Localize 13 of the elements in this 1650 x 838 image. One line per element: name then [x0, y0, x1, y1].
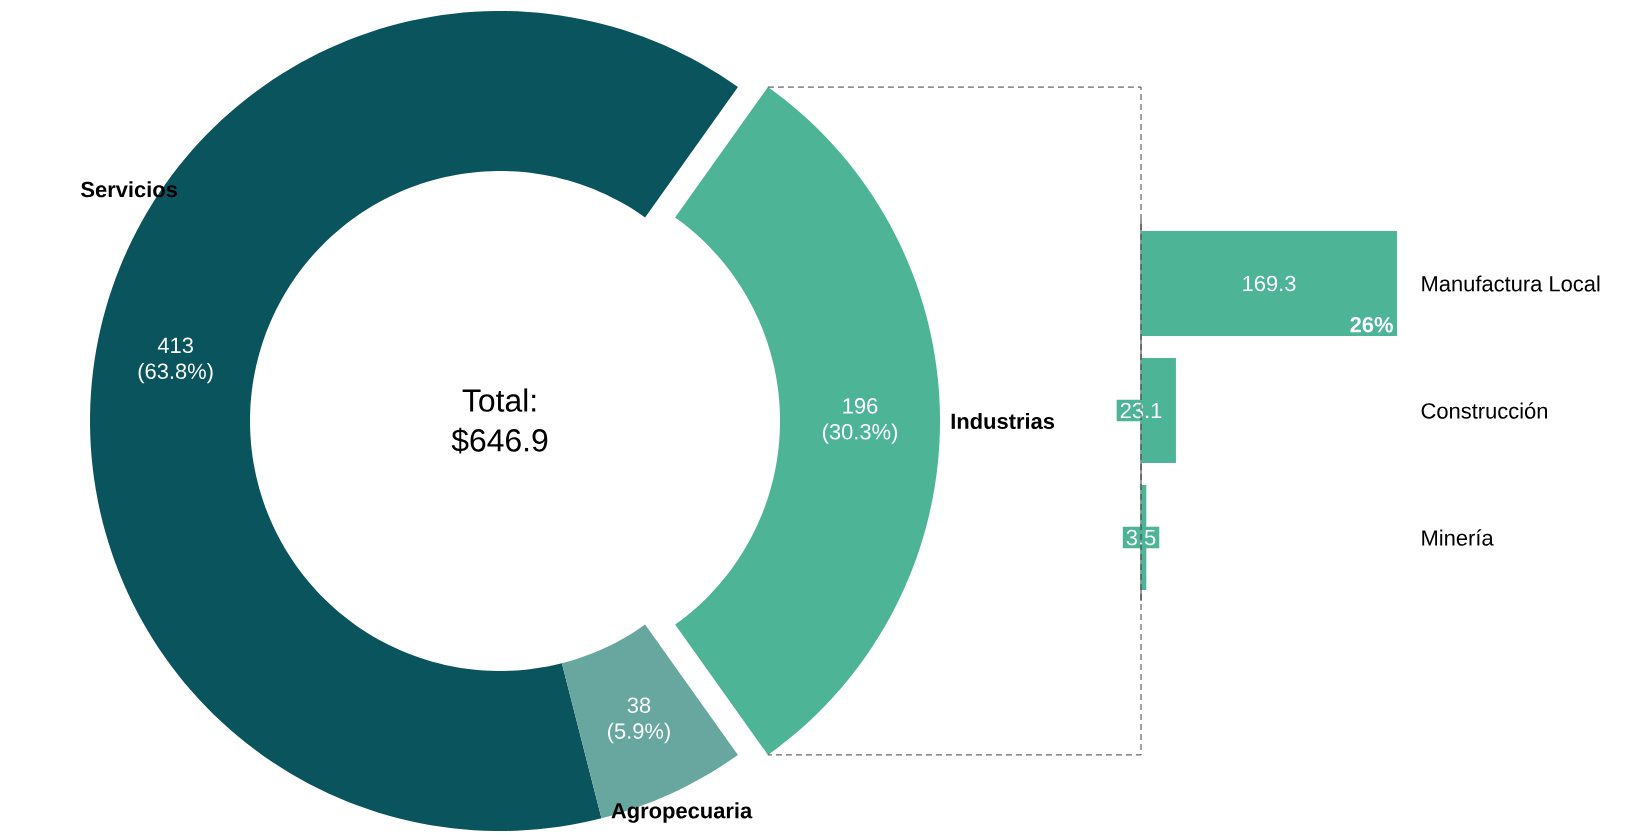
slice-label: Industrias — [951, 412, 1055, 430]
data-label: 196 (30.3%) — [823, 398, 898, 444]
slice-label: Agropecuaria — [611, 802, 753, 823]
data-label: 3.5 — [1126, 529, 1156, 546]
data-label: 413 (63.8%) — [138, 337, 213, 384]
data-label: 169.3 — [1243, 275, 1296, 292]
data-label: 23.1 — [1120, 402, 1162, 419]
data-label: 38 (5.9%) — [608, 697, 670, 744]
y-tick-label: Minería — [1422, 529, 1494, 546]
text: Total: $646.9 — [451, 388, 548, 454]
y-tick-label: Manufactura Local — [1422, 275, 1600, 292]
annotation: 26% — [1350, 316, 1393, 333]
y-tick-label: Construcción — [1421, 402, 1548, 419]
